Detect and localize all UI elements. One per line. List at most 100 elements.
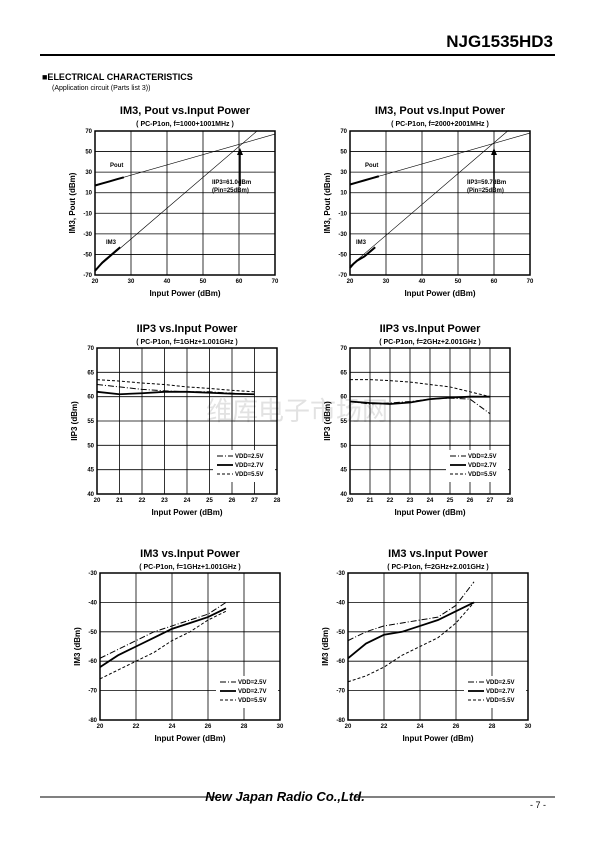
annotation: (Pin=25dBm) xyxy=(212,188,249,194)
x-tick-label: 21 xyxy=(367,498,374,504)
x-tick-label: 23 xyxy=(161,498,168,504)
y-tick-label: -30 xyxy=(338,232,347,238)
x-tick-label: 27 xyxy=(251,498,258,504)
y-axis-label: IM3 (dBm) xyxy=(321,627,330,666)
legend-label: VDD=5.5V xyxy=(468,472,497,478)
annotation: IIP3=61.0dBm xyxy=(212,180,251,186)
x-tick-label: 20 xyxy=(92,279,99,285)
x-tick-label: 26 xyxy=(229,498,236,504)
y-tick-label: -30 xyxy=(336,571,345,577)
x-tick-label: 20 xyxy=(97,724,104,730)
y-axis-label: IM3, Pout (dBm) xyxy=(68,172,77,233)
y-tick-label: -70 xyxy=(83,273,92,279)
data-line xyxy=(349,246,376,269)
chart-subtitle: ( PC-P1on, f=2000+2001MHz ) xyxy=(391,121,489,128)
y-tick-label: 65 xyxy=(87,370,94,376)
chart-title: IM3, Pout vs.Input Power xyxy=(375,105,506,117)
company-name: New Japan Radio Co.,Ltd. xyxy=(205,789,365,804)
x-tick-label: 40 xyxy=(164,279,171,285)
y-tick-label: 70 xyxy=(340,129,347,135)
y-tick-label: -80 xyxy=(88,718,97,724)
annotation: (Pin=25dBm) xyxy=(467,188,504,194)
annotation-arrowhead xyxy=(491,148,497,155)
x-axis-label: Input Power (dBm) xyxy=(404,289,475,298)
data-line xyxy=(347,581,475,642)
x-tick-label: 20 xyxy=(347,498,354,504)
annotation: IIP3=59.7dBm xyxy=(467,180,506,186)
data-line xyxy=(349,395,490,405)
y-tick-label: 50 xyxy=(340,443,347,449)
data-line xyxy=(347,602,475,683)
chart-subtitle: ( PC-P1on, f=1GHz+1.001GHz ) xyxy=(136,339,238,346)
x-tick-label: 25 xyxy=(447,498,454,504)
series-label: Pout xyxy=(365,163,378,169)
x-tick-label: 28 xyxy=(489,724,496,730)
y-tick-label: -50 xyxy=(338,252,347,258)
x-tick-label: 24 xyxy=(417,724,424,730)
y-tick-label: -70 xyxy=(336,689,345,695)
x-tick-label: 50 xyxy=(200,279,207,285)
data-line xyxy=(96,390,255,396)
legend-label: VDD=2.5V xyxy=(238,680,267,686)
chart-title: IM3 vs.Input Power xyxy=(140,548,240,560)
y-tick-label: -60 xyxy=(336,659,345,665)
y-tick-label: -30 xyxy=(88,571,97,577)
x-axis-label: Input Power (dBm) xyxy=(154,734,225,743)
x-tick-label: 27 xyxy=(487,498,494,504)
x-tick-label: 30 xyxy=(525,724,532,730)
data-line xyxy=(96,384,255,395)
x-tick-label: 20 xyxy=(94,498,101,504)
x-tick-label: 24 xyxy=(427,498,434,504)
y-axis-label: IM3, Pout (dBm) xyxy=(323,172,332,233)
x-tick-label: 30 xyxy=(128,279,135,285)
y-tick-label: -50 xyxy=(336,630,345,636)
y-tick-label: -40 xyxy=(336,600,345,606)
y-tick-label: 70 xyxy=(85,129,92,135)
page-number: - 7 - xyxy=(530,800,546,810)
data-line xyxy=(350,379,491,398)
chart-subtitle: ( PC-P1on, f=1GHz+1.001GHz ) xyxy=(139,564,241,571)
legend-label: VDD=2.7V xyxy=(486,689,515,695)
part-number: NJG1535HD3 xyxy=(446,32,553,51)
x-tick-label: 20 xyxy=(345,724,352,730)
x-tick-label: 28 xyxy=(507,498,514,504)
x-axis-label: Input Power (dBm) xyxy=(151,508,222,517)
x-axis-label: Input Power (dBm) xyxy=(394,508,465,517)
y-tick-label: -10 xyxy=(83,211,92,217)
legend-label: VDD=2.5V xyxy=(468,454,497,460)
chart-title: IM3, Pout vs.Input Power xyxy=(120,105,251,117)
y-tick-label: 10 xyxy=(340,191,347,197)
plot-frame xyxy=(94,130,276,276)
chart-subtitle: ( PC-P1on, f=2GHz+2.001GHz ) xyxy=(387,564,489,571)
legend-box xyxy=(216,676,278,708)
legend-box xyxy=(213,450,275,482)
legend-label: VDD=5.5V xyxy=(238,698,267,704)
y-tick-label: -80 xyxy=(336,718,345,724)
x-tick-label: 21 xyxy=(116,498,123,504)
x-tick-label: 24 xyxy=(169,724,176,730)
series-label: IM3 xyxy=(106,240,117,246)
y-axis-label: IM3 (dBm) xyxy=(73,627,82,666)
y-tick-label: 70 xyxy=(87,346,94,352)
x-axis-label: Input Power (dBm) xyxy=(402,734,473,743)
section-note: (Application circuit (Parts list 3)) xyxy=(52,85,150,92)
y-tick-label: 45 xyxy=(340,468,347,474)
legend-label: VDD=5.5V xyxy=(235,472,264,478)
x-tick-label: 22 xyxy=(381,724,388,730)
series-label: Pout xyxy=(110,163,123,169)
y-tick-label: 55 xyxy=(340,419,347,425)
x-tick-label: 26 xyxy=(205,724,212,730)
plot-frame xyxy=(349,347,511,495)
data-line xyxy=(99,607,227,668)
chart-subtitle: ( PC-P1on, f=2GHz+2.001GHz ) xyxy=(379,339,481,346)
y-tick-label: 50 xyxy=(87,443,94,449)
y-tick-label: 50 xyxy=(340,150,347,156)
legend-label: VDD=2.7V xyxy=(238,689,267,695)
y-tick-label: 40 xyxy=(87,492,94,498)
legend-label: VDD=2.5V xyxy=(235,454,264,460)
y-tick-label: -60 xyxy=(88,659,97,665)
legend-box xyxy=(446,450,508,482)
x-tick-label: 30 xyxy=(277,724,284,730)
y-tick-label: -10 xyxy=(338,211,347,217)
